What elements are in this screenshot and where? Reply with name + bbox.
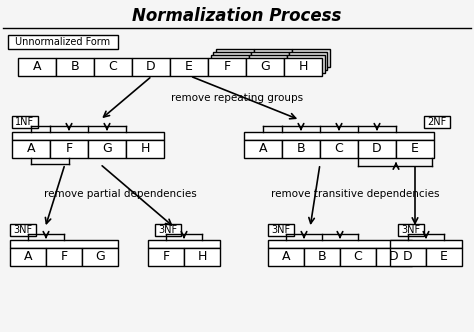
Bar bbox=[251, 52, 290, 70]
Bar bbox=[148, 240, 220, 248]
Bar bbox=[390, 240, 462, 248]
Text: B: B bbox=[71, 60, 79, 73]
Bar bbox=[284, 58, 322, 76]
Bar bbox=[396, 140, 434, 158]
Text: A: A bbox=[27, 142, 35, 155]
Text: remove transitive dependencies: remove transitive dependencies bbox=[271, 189, 439, 199]
Bar bbox=[155, 224, 181, 236]
Text: B: B bbox=[297, 142, 305, 155]
Bar bbox=[88, 140, 126, 158]
Bar bbox=[216, 49, 254, 67]
Text: E: E bbox=[440, 251, 448, 264]
Bar bbox=[12, 140, 50, 158]
Text: C: C bbox=[354, 251, 363, 264]
Text: D: D bbox=[146, 60, 156, 73]
Bar bbox=[94, 58, 132, 76]
Text: H: H bbox=[140, 142, 150, 155]
Bar bbox=[208, 58, 246, 76]
Bar bbox=[10, 240, 118, 248]
Text: 1NF: 1NF bbox=[16, 117, 35, 127]
Text: A: A bbox=[259, 142, 267, 155]
Text: Unnormalized Form: Unnormalized Form bbox=[16, 37, 110, 47]
Bar bbox=[249, 55, 287, 73]
Bar bbox=[287, 55, 325, 73]
Bar bbox=[132, 58, 170, 76]
Text: A: A bbox=[24, 251, 32, 264]
Bar bbox=[56, 58, 94, 76]
Text: F: F bbox=[163, 251, 170, 264]
Bar bbox=[424, 116, 450, 128]
Bar bbox=[376, 248, 412, 266]
Bar bbox=[254, 49, 292, 67]
Bar bbox=[358, 140, 396, 158]
Text: G: G bbox=[102, 142, 112, 155]
Text: Normalization Process: Normalization Process bbox=[132, 7, 342, 25]
Text: D: D bbox=[389, 251, 399, 264]
Text: E: E bbox=[185, 60, 193, 73]
Text: C: C bbox=[109, 60, 118, 73]
Text: H: H bbox=[197, 251, 207, 264]
Bar bbox=[46, 248, 82, 266]
Bar bbox=[10, 248, 46, 266]
Bar bbox=[8, 35, 118, 49]
Text: F: F bbox=[65, 142, 73, 155]
Text: A: A bbox=[282, 251, 290, 264]
Text: D: D bbox=[403, 251, 413, 264]
Bar bbox=[246, 58, 284, 76]
Bar bbox=[268, 240, 412, 248]
Text: E: E bbox=[411, 142, 419, 155]
Text: remove repeating groups: remove repeating groups bbox=[171, 93, 303, 103]
Text: H: H bbox=[298, 60, 308, 73]
Bar bbox=[304, 248, 340, 266]
Bar bbox=[320, 140, 358, 158]
Bar bbox=[390, 248, 426, 266]
Text: B: B bbox=[318, 251, 326, 264]
Bar bbox=[148, 248, 184, 266]
Bar bbox=[292, 49, 330, 67]
Text: D: D bbox=[372, 142, 382, 155]
Bar bbox=[126, 140, 164, 158]
Text: C: C bbox=[335, 142, 343, 155]
Bar bbox=[18, 58, 56, 76]
Bar bbox=[282, 140, 320, 158]
Text: F: F bbox=[61, 251, 68, 264]
Bar bbox=[268, 224, 294, 236]
Bar bbox=[426, 248, 462, 266]
Bar bbox=[184, 248, 220, 266]
Text: 3NF: 3NF bbox=[158, 225, 178, 235]
Bar bbox=[398, 224, 424, 236]
Bar bbox=[268, 248, 304, 266]
Text: 2NF: 2NF bbox=[428, 117, 447, 127]
Bar bbox=[211, 55, 249, 73]
Text: A: A bbox=[33, 60, 41, 73]
Text: 3NF: 3NF bbox=[401, 225, 420, 235]
Bar bbox=[82, 248, 118, 266]
Bar bbox=[244, 140, 282, 158]
Text: remove partial dependencies: remove partial dependencies bbox=[44, 189, 196, 199]
Text: 3NF: 3NF bbox=[13, 225, 33, 235]
Bar bbox=[12, 116, 38, 128]
Text: G: G bbox=[260, 60, 270, 73]
Bar bbox=[244, 132, 434, 140]
Bar bbox=[10, 224, 36, 236]
Bar bbox=[50, 140, 88, 158]
Bar bbox=[12, 132, 164, 140]
Bar bbox=[170, 58, 208, 76]
Text: F: F bbox=[223, 60, 230, 73]
Text: 3NF: 3NF bbox=[272, 225, 291, 235]
Bar bbox=[290, 52, 328, 70]
Bar bbox=[213, 52, 251, 70]
Bar bbox=[340, 248, 376, 266]
Text: G: G bbox=[95, 251, 105, 264]
